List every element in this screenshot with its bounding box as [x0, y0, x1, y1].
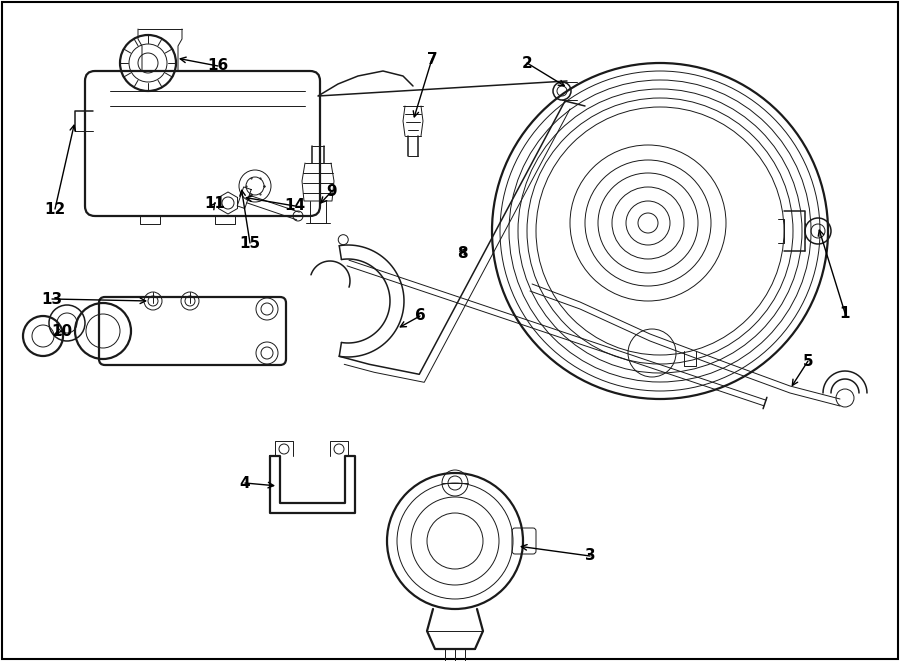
- Text: 13: 13: [41, 292, 63, 307]
- Text: 11: 11: [204, 196, 226, 210]
- Text: 7: 7: [427, 52, 437, 67]
- Text: 12: 12: [44, 202, 66, 217]
- Text: 6: 6: [415, 309, 426, 323]
- Text: 4: 4: [239, 475, 250, 490]
- Text: 1: 1: [840, 305, 850, 321]
- Text: 5: 5: [803, 354, 814, 368]
- Text: 10: 10: [51, 323, 73, 338]
- Text: 15: 15: [239, 235, 261, 251]
- Text: 3: 3: [585, 549, 595, 563]
- Text: 14: 14: [284, 198, 306, 214]
- Text: 2: 2: [522, 56, 533, 71]
- Text: 9: 9: [327, 184, 338, 198]
- Text: 8: 8: [456, 245, 467, 260]
- Text: 16: 16: [207, 59, 229, 73]
